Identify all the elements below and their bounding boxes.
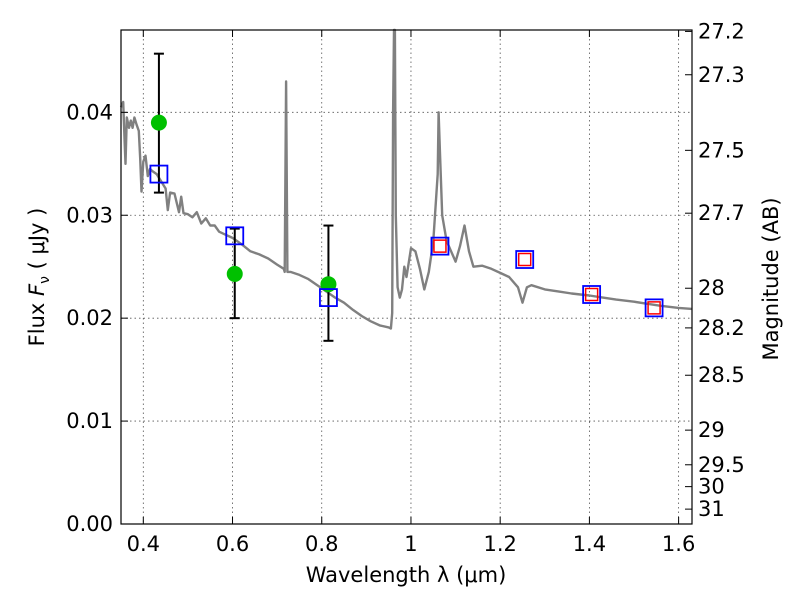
- x-axis-label: Wavelength λ (μm): [306, 563, 507, 587]
- model-square: [644, 298, 664, 318]
- plot-frame: [120, 29, 693, 525]
- mag-tick-label: 29: [698, 418, 725, 442]
- x-axis-ticks: 0.4 0.6 0.8 1 1.2 1.4 1.6: [127, 30, 695, 556]
- detection-point: [150, 114, 167, 131]
- observed-detections: [150, 114, 337, 293]
- y-tick-label: 0.00: [66, 512, 113, 536]
- model-square: [515, 250, 535, 269]
- y-tick-label: 0.02: [66, 306, 113, 330]
- x-tick-label: 1.2: [483, 532, 516, 556]
- observed-photometry-squares: [433, 239, 661, 315]
- mag-tick-label: 27.3: [698, 63, 745, 87]
- observed-square: [517, 252, 532, 267]
- x-tick-label: 1.4: [573, 532, 606, 556]
- mag-tick-label: 27.5: [698, 138, 745, 162]
- detection-point: [226, 265, 243, 282]
- observed-square: [647, 301, 661, 315]
- model-square: [225, 226, 245, 246]
- observed-square: [433, 239, 447, 253]
- y-axis-label: Flux Fν ( μJy ): [25, 208, 53, 347]
- x-tick-label: 0.4: [127, 532, 160, 556]
- mag-tick-label: 27.7: [698, 201, 745, 225]
- model-square: [149, 164, 169, 184]
- y2-axis-label: Magnitude (AB): [759, 197, 783, 360]
- mag-tick-label: 30: [698, 475, 725, 499]
- mag-tick-label: 31: [698, 497, 725, 521]
- y-tick-label: 0.04: [66, 100, 113, 124]
- model-square: [430, 236, 450, 256]
- mag-tick-label: 28.5: [698, 363, 745, 387]
- mag-tick-label: 29.5: [698, 453, 745, 477]
- model-square: [319, 288, 338, 307]
- y-gridlines: [121, 111, 692, 422]
- y-tick-label: 0.03: [66, 203, 113, 227]
- mag-tick-label: 28: [698, 276, 725, 300]
- model-photometry-squares: [149, 164, 664, 318]
- spectrum-line: [119, 28, 693, 330]
- x-gridlines: [142, 30, 680, 524]
- y-axis-ticks: 0.00 0.01 0.02 0.03 0.04: [66, 100, 128, 536]
- x-tick-label: 0.6: [216, 532, 249, 556]
- mag-tick-label: 28.2: [698, 316, 745, 340]
- x-tick-label: 1: [404, 532, 417, 556]
- mag-tick-label: 27.2: [698, 19, 745, 43]
- y-tick-label: 0.01: [66, 409, 113, 433]
- observed-square: [584, 287, 599, 302]
- x-tick-label: 0.8: [305, 532, 338, 556]
- model-square: [582, 285, 602, 304]
- x-tick-label: 1.6: [662, 532, 695, 556]
